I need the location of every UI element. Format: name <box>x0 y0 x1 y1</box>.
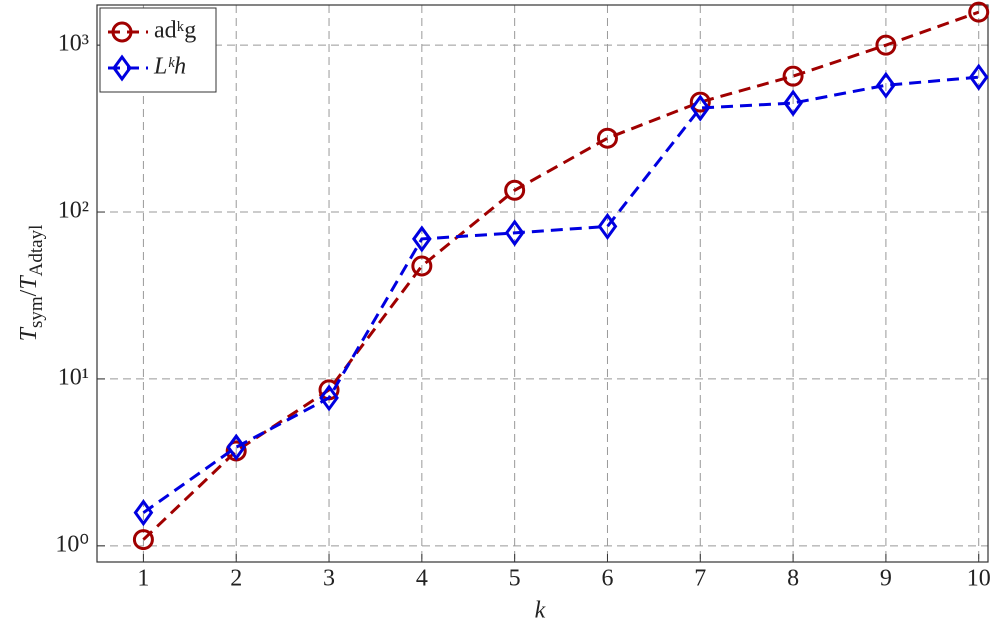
x-tick-label: 2 <box>230 566 242 592</box>
x-tick-label: 3 <box>323 566 335 592</box>
marker <box>782 65 804 87</box>
x-tick-label: 8 <box>787 566 799 592</box>
marker <box>132 529 154 551</box>
axes-box <box>96 4 989 563</box>
x-axis-label: k <box>535 598 546 624</box>
marker <box>968 1 990 23</box>
marker <box>968 63 989 91</box>
x-tick-label: 10 <box>967 566 991 592</box>
marker <box>133 499 154 527</box>
y-tick-label: 10¹ <box>58 364 89 390</box>
x-tick-label: 7 <box>694 566 706 592</box>
series-line <box>142 75 979 514</box>
marker <box>504 179 526 201</box>
marker <box>876 71 896 99</box>
marker <box>597 212 618 240</box>
legend-label: adᵏg <box>154 18 196 44</box>
y-label-part: Adtayl <box>26 225 47 277</box>
x-tick-label: 4 <box>416 566 428 592</box>
x-tick-label: 6 <box>601 566 613 592</box>
plot-area <box>97 5 988 562</box>
marker <box>319 384 339 412</box>
y-axis-label: Tsym/TAdtayl <box>16 225 48 342</box>
y-tick-label: 10² <box>58 198 89 224</box>
legend-marker <box>112 54 132 82</box>
marker <box>411 225 432 253</box>
y-label-part: / <box>16 289 42 296</box>
y-label-part: sym <box>26 296 47 328</box>
marker <box>596 127 618 149</box>
marker <box>875 34 897 56</box>
legend-marker <box>111 21 133 43</box>
legend-label: Lᵏh <box>153 54 186 80</box>
series-line <box>142 10 980 541</box>
marker <box>226 433 247 461</box>
y-tick-label: 10³ <box>58 31 89 57</box>
marker <box>783 89 803 117</box>
y-tick-label: 10⁰ <box>55 531 89 557</box>
marker <box>689 91 711 113</box>
marker <box>411 255 433 277</box>
marker <box>504 219 525 247</box>
y-label-part: T <box>16 275 42 290</box>
marker <box>690 94 711 122</box>
x-tick-label: 9 <box>880 566 892 592</box>
x-tick-label: 1 <box>137 566 149 592</box>
x-tick-label: 5 <box>509 566 521 592</box>
y-label-part: T <box>16 326 42 341</box>
